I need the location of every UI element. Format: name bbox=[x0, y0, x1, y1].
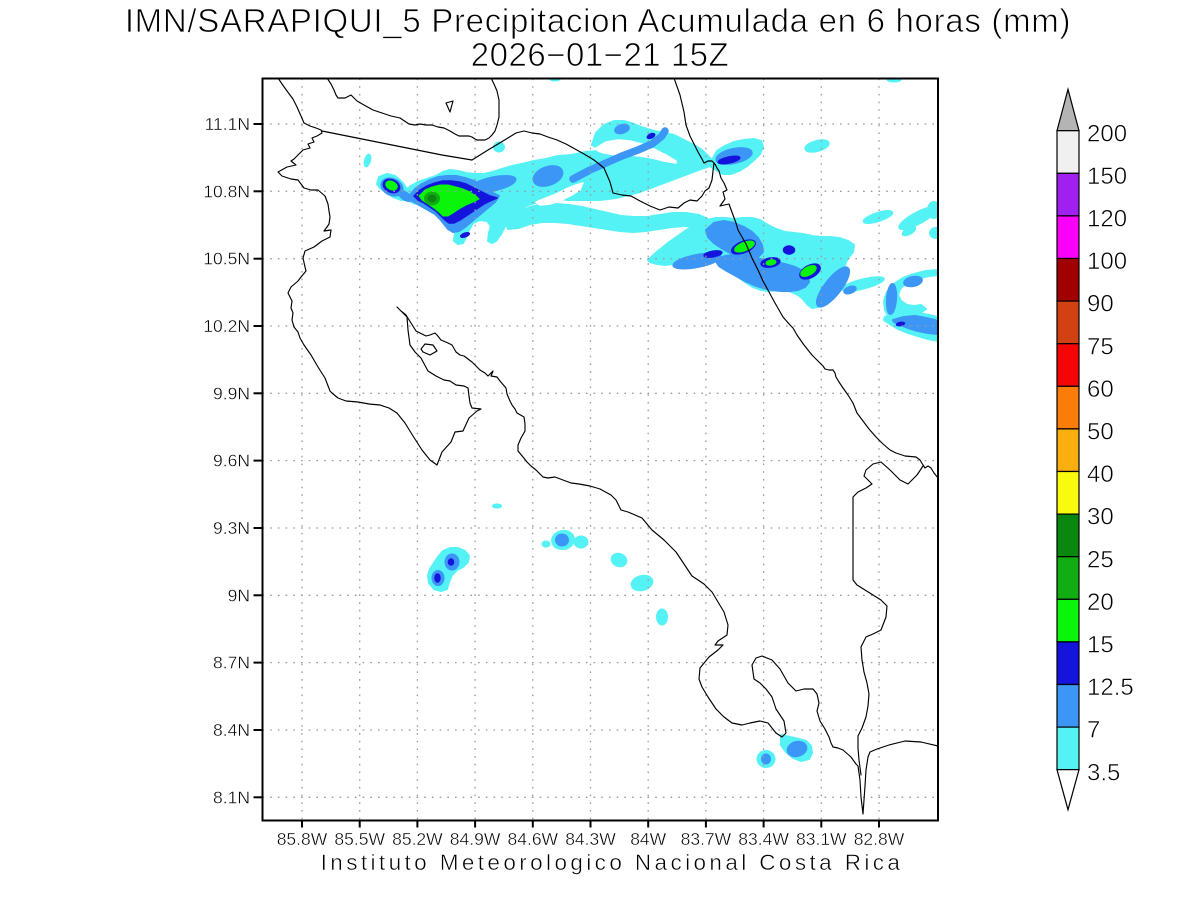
svg-text:84.6W: 84.6W bbox=[508, 829, 559, 849]
svg-text:IMN/SARAPIQUI_5 Precipitacion: IMN/SARAPIQUI_5 Precipitacion Acumulada … bbox=[125, 2, 1071, 39]
svg-text:8.7N: 8.7N bbox=[213, 653, 250, 673]
svg-text:15: 15 bbox=[1087, 632, 1114, 659]
svg-text:20: 20 bbox=[1087, 589, 1114, 616]
svg-text:9.3N: 9.3N bbox=[213, 518, 250, 538]
svg-text:40: 40 bbox=[1087, 461, 1114, 488]
svg-text:8.1N: 8.1N bbox=[213, 787, 250, 807]
svg-text:8.4N: 8.4N bbox=[213, 720, 250, 740]
svg-text:9.9N: 9.9N bbox=[213, 383, 250, 403]
svg-text:60: 60 bbox=[1087, 376, 1114, 403]
svg-text:30: 30 bbox=[1087, 504, 1114, 531]
svg-text:84.9W: 84.9W bbox=[450, 829, 501, 849]
svg-text:85.2W: 85.2W bbox=[392, 829, 443, 849]
svg-text:7: 7 bbox=[1087, 717, 1100, 744]
svg-text:83.1W: 83.1W bbox=[796, 829, 847, 849]
svg-text:75: 75 bbox=[1087, 333, 1114, 360]
svg-text:9.6N: 9.6N bbox=[213, 451, 250, 471]
svg-text:10.8N: 10.8N bbox=[203, 181, 250, 201]
svg-text:83.7W: 83.7W bbox=[681, 829, 732, 849]
svg-text:84.3W: 84.3W bbox=[565, 829, 616, 849]
svg-text:200: 200 bbox=[1087, 120, 1127, 147]
svg-text:3.5: 3.5 bbox=[1087, 759, 1120, 786]
svg-text:10.5N: 10.5N bbox=[203, 249, 250, 269]
svg-text:85.8W: 85.8W bbox=[277, 829, 328, 849]
svg-text:84W: 84W bbox=[630, 829, 666, 849]
svg-text:120: 120 bbox=[1087, 206, 1127, 233]
svg-text:Instituto Meteorologico Nacion: Instituto Meteorologico Nacional Costa R… bbox=[321, 850, 904, 875]
svg-text:25: 25 bbox=[1087, 546, 1114, 573]
svg-text:11.1N: 11.1N bbox=[205, 114, 250, 134]
svg-text:50: 50 bbox=[1087, 419, 1114, 446]
svg-text:82.8W: 82.8W bbox=[854, 829, 905, 849]
svg-text:12.5: 12.5 bbox=[1087, 674, 1134, 701]
svg-text:10.2N: 10.2N bbox=[203, 316, 250, 336]
svg-text:85.5W: 85.5W bbox=[334, 829, 385, 849]
svg-text:83.4W: 83.4W bbox=[738, 829, 789, 849]
svg-text:9N: 9N bbox=[228, 585, 250, 605]
svg-text:2026−01−21 15Z: 2026−01−21 15Z bbox=[471, 36, 729, 73]
svg-text:90: 90 bbox=[1087, 291, 1114, 318]
svg-text:100: 100 bbox=[1087, 248, 1127, 275]
svg-text:150: 150 bbox=[1087, 163, 1127, 190]
